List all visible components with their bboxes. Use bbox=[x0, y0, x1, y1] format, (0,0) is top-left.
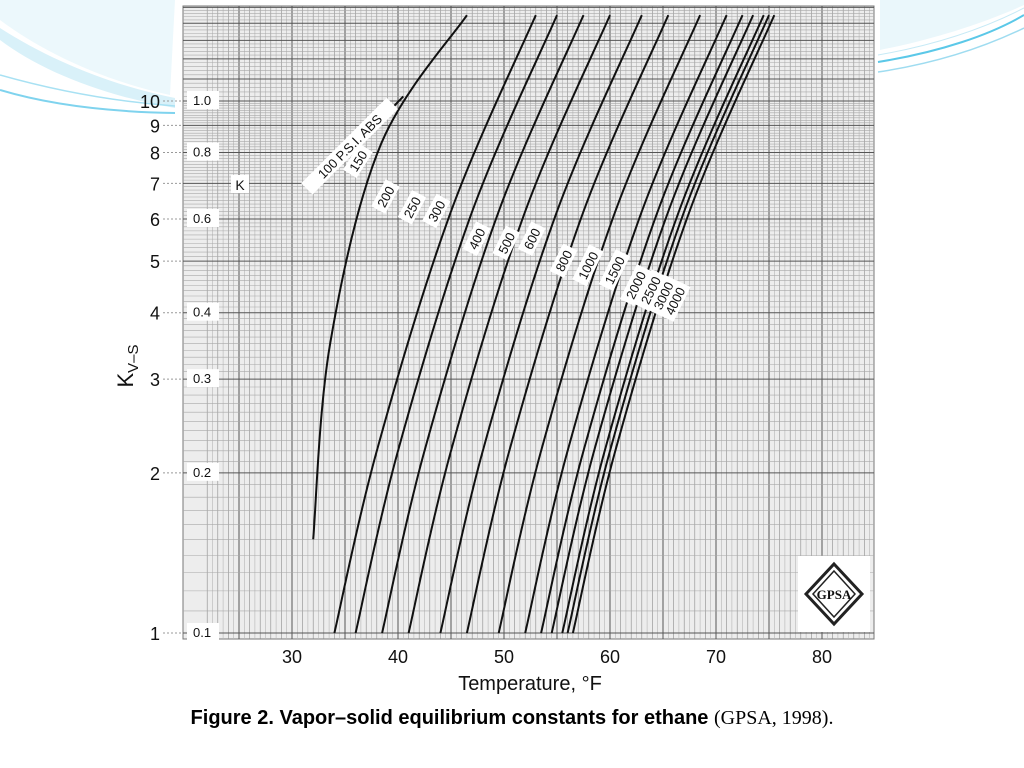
x-tick-label: 40 bbox=[388, 647, 408, 667]
inner-tick-bg bbox=[187, 91, 219, 109]
y-axis-label: K bbox=[113, 373, 138, 388]
inner-axis-ticks: 0.1 0.2 0.3 0.4 0.6 0.8 1.0 bbox=[187, 91, 219, 641]
inner-tick-label: 0.6 bbox=[193, 211, 211, 226]
curve-800 bbox=[497, 14, 702, 634]
x-tick-label: 80 bbox=[812, 647, 832, 667]
x-axis-ticks: 30 40 50 60 70 80 bbox=[282, 647, 832, 667]
x-tick-label: 50 bbox=[494, 647, 514, 667]
curve-label-bg bbox=[647, 274, 679, 317]
curve-1000 bbox=[524, 14, 728, 634]
curve-2000 bbox=[550, 14, 755, 634]
caption-source: (GPSA, 1998). bbox=[713, 707, 834, 729]
curve-250 bbox=[354, 14, 558, 634]
inner-axis-label: K bbox=[235, 177, 245, 193]
curve-500 bbox=[439, 14, 643, 634]
inner-tick-bg bbox=[187, 302, 219, 321]
curve-1500 bbox=[540, 14, 744, 634]
curve-4000 bbox=[571, 14, 776, 634]
y-tick-label: 4 bbox=[150, 304, 160, 324]
curve-label-bg bbox=[492, 225, 521, 261]
caption-title: Figure 2. Vapor–solid equilibrium consta… bbox=[190, 707, 709, 729]
inner-tick-label: 0.1 bbox=[193, 625, 211, 640]
curve-label-bg bbox=[549, 243, 578, 278]
curve-label-bg bbox=[422, 193, 451, 229]
curve-label-bg bbox=[343, 143, 373, 179]
inner-tick-label: 0.8 bbox=[193, 145, 211, 160]
gpsa-logo: GPSA bbox=[798, 556, 870, 632]
figure-caption: Figure 2. Vapor–solid equilibrium consta… bbox=[0, 707, 1024, 730]
y-axis-label-subscript: V–S bbox=[125, 344, 142, 372]
curve-label-bg bbox=[572, 244, 604, 287]
inner-tick-label: 1.0 bbox=[193, 93, 211, 108]
curve-label-bg bbox=[517, 221, 546, 256]
curve-label-bg bbox=[598, 249, 631, 292]
y-tick-label: 5 bbox=[150, 252, 160, 272]
svg-text:KV–S: KV–S bbox=[113, 344, 142, 387]
slide-swoosh-left bbox=[0, 0, 176, 114]
y-tick-label: 3 bbox=[150, 370, 160, 390]
curve-2500 bbox=[561, 14, 765, 634]
y-axis-label-group: KV–S bbox=[113, 344, 142, 387]
y-tick-label: 9 bbox=[150, 116, 160, 136]
curve-150 bbox=[312, 14, 468, 540]
inner-tick-bg bbox=[187, 369, 219, 388]
curve-label-bg bbox=[371, 179, 400, 214]
inner-tick-bg bbox=[187, 623, 219, 641]
curve-label-bg bbox=[634, 269, 667, 312]
y-tick-label: 10 bbox=[140, 92, 160, 112]
curve-label-bg bbox=[397, 190, 427, 225]
y-axis-ticks: 1 2 3 4 5 6 7 8 9 10 bbox=[140, 92, 183, 644]
y-tick-label: 7 bbox=[150, 174, 160, 194]
inner-tick-bg bbox=[187, 462, 219, 481]
curve-label-bg bbox=[659, 280, 691, 322]
plot-area bbox=[182, 5, 875, 640]
inner-tick-label: 0.2 bbox=[193, 465, 211, 480]
inner-tick-label: 0.3 bbox=[193, 371, 211, 386]
inner-tick-bg bbox=[187, 142, 219, 161]
y-tick-label: 8 bbox=[150, 144, 160, 164]
curve-600 bbox=[465, 14, 670, 634]
gpsa-logo-text: GPSA bbox=[817, 587, 852, 602]
x-tick-label: 70 bbox=[706, 647, 726, 667]
curve-label-bg bbox=[462, 221, 491, 256]
x-axis-label: Temperature, °F bbox=[458, 673, 602, 695]
x-tick-label: 30 bbox=[282, 647, 302, 667]
curve-400 bbox=[407, 14, 611, 634]
y-tick-label: 6 bbox=[150, 210, 160, 230]
inner-tick-label: 0.4 bbox=[193, 305, 211, 320]
inner-tick-bg bbox=[187, 209, 219, 228]
slide-swoosh-right bbox=[877, 0, 1024, 73]
curve-3000 bbox=[566, 14, 770, 634]
curve-label-bg bbox=[301, 97, 398, 195]
curve-label-bg bbox=[619, 264, 652, 306]
inner-axis-label-box: K bbox=[231, 175, 249, 193]
curve-300 bbox=[381, 14, 585, 634]
chart-grid bbox=[183, 6, 874, 639]
y-tick-label: 2 bbox=[150, 464, 160, 484]
y-tick-label: 1 bbox=[150, 624, 160, 644]
curve-200 bbox=[333, 14, 537, 634]
x-tick-label: 60 bbox=[600, 647, 620, 667]
